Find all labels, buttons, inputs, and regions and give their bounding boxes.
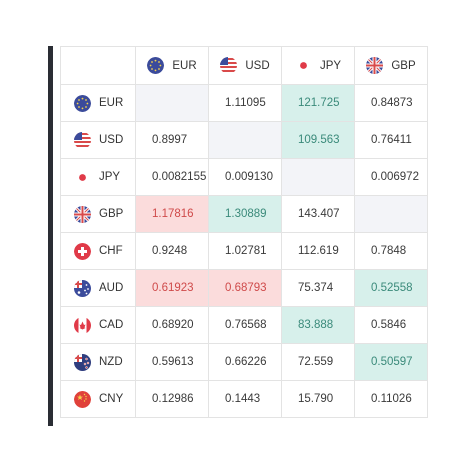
row-header-gbp[interactable]: GBP	[60, 195, 136, 233]
rate-cell-eur-eur[interactable]	[135, 84, 209, 122]
rate-cell-cny-usd[interactable]: 0.1443	[208, 380, 282, 418]
rate-cell-cad-gbp[interactable]: 0.5846	[354, 306, 428, 344]
rate-cell-cny-gbp[interactable]: 0.11026	[354, 380, 428, 418]
row-header-cny[interactable]: CNY	[60, 380, 136, 418]
col-header-jpy[interactable]: JPY	[281, 46, 355, 85]
col-header-label: USD	[245, 59, 270, 72]
rate-cell-jpy-gbp[interactable]: 0.006972	[354, 158, 428, 196]
col-header-label: EUR	[172, 59, 197, 72]
rate-cell-gbp-usd[interactable]: 1.30889	[208, 195, 282, 233]
row-header-label: NZD	[99, 356, 123, 368]
row-header-label: CAD	[99, 319, 124, 331]
rate-cell-chf-usd[interactable]: 1.02781	[208, 232, 282, 270]
jp-flag-icon	[294, 57, 312, 74]
col-header-label: GBP	[391, 59, 416, 72]
row-header-aud[interactable]: AUD	[60, 269, 136, 307]
rate-cell-jpy-jpy[interactable]	[281, 158, 355, 196]
row-header-label: EUR	[99, 97, 124, 109]
rate-cell-cny-eur[interactable]: 0.12986	[135, 380, 209, 418]
left-accent-bar	[48, 46, 53, 426]
row-header-label: CHF	[99, 245, 123, 257]
row-header-eur[interactable]: EUR	[60, 84, 136, 122]
rate-cell-chf-gbp[interactable]: 0.7848	[354, 232, 428, 270]
cn-flag-icon	[74, 390, 91, 408]
ca-flag-icon	[74, 316, 91, 334]
table-header-row: EUR USD JPY GBP	[60, 46, 428, 85]
rate-cell-eur-gbp[interactable]: 0.84873	[354, 84, 428, 122]
rate-cell-usd-jpy[interactable]: 109.563	[281, 121, 355, 159]
rate-cell-aud-usd[interactable]: 0.68793	[208, 269, 282, 307]
eu-flag-icon	[74, 94, 91, 112]
jp-flag-icon	[74, 168, 91, 186]
rate-cell-cad-eur[interactable]: 0.68920	[135, 306, 209, 344]
nz-flag-icon	[74, 353, 91, 371]
table-row-nzd: NZD 0.59613 0.66226 72.559 0.50597	[60, 343, 428, 381]
au-flag-icon	[74, 279, 91, 297]
rate-cell-aud-gbp[interactable]: 0.52558	[354, 269, 428, 307]
row-header-usd[interactable]: USD	[60, 121, 136, 159]
row-header-cad[interactable]: CAD	[60, 306, 136, 344]
col-header-eur[interactable]: EUR	[135, 46, 209, 85]
corner-cell	[60, 46, 136, 85]
table-row-usd: USD 0.8997 109.563 0.76411	[60, 121, 428, 159]
row-header-label: GBP	[99, 208, 124, 220]
rate-cell-cad-usd[interactable]: 0.76568	[208, 306, 282, 344]
rate-cell-cad-jpy[interactable]: 83.888	[281, 306, 355, 344]
rate-cell-gbp-gbp[interactable]	[354, 195, 428, 233]
ch-flag-icon	[74, 242, 91, 260]
row-header-label: JPY	[99, 171, 121, 183]
rate-cell-usd-gbp[interactable]: 0.76411	[354, 121, 428, 159]
rate-cell-gbp-eur[interactable]: 1.17816	[135, 195, 209, 233]
row-header-label: CNY	[99, 393, 124, 405]
row-header-chf[interactable]: CHF	[60, 232, 136, 270]
row-header-label: USD	[99, 134, 124, 146]
col-header-usd[interactable]: USD	[208, 46, 282, 85]
eu-flag-icon	[147, 57, 165, 74]
rate-cell-nzd-eur[interactable]: 0.59613	[135, 343, 209, 381]
table-row-cny: CNY 0.12986 0.1443 15.790 0.11026	[60, 380, 428, 418]
table-row-chf: CHF 0.9248 1.02781 112.619 0.7848	[60, 232, 428, 270]
rate-cell-jpy-usd[interactable]: 0.009130	[208, 158, 282, 196]
us-flag-icon	[220, 57, 238, 74]
row-header-label: AUD	[99, 282, 124, 294]
currency-cross-rates-table: EUR USD JPY GBP EUR 1.11095 121.725 0.84873…	[60, 46, 428, 418]
table-row-aud: AUD 0.61923 0.68793 75.374 0.52558	[60, 269, 428, 307]
rate-cell-jpy-eur[interactable]: 0.0082155	[135, 158, 209, 196]
rate-cell-eur-usd[interactable]: 1.11095	[208, 84, 282, 122]
rate-cell-nzd-usd[interactable]: 0.66226	[208, 343, 282, 381]
rate-cell-nzd-jpy[interactable]: 72.559	[281, 343, 355, 381]
table-row-cad: CAD 0.68920 0.76568 83.888 0.5846	[60, 306, 428, 344]
rate-cell-eur-jpy[interactable]: 121.725	[281, 84, 355, 122]
row-header-jpy[interactable]: JPY	[60, 158, 136, 196]
rate-cell-aud-jpy[interactable]: 75.374	[281, 269, 355, 307]
gb-flag-icon	[74, 205, 91, 223]
rate-cell-chf-jpy[interactable]: 112.619	[281, 232, 355, 270]
rate-cell-usd-usd[interactable]	[208, 121, 282, 159]
rate-cell-cny-jpy[interactable]: 15.790	[281, 380, 355, 418]
col-header-label: JPY	[319, 59, 342, 72]
table-row-jpy: JPY 0.0082155 0.009130 0.006972	[60, 158, 428, 196]
table-row-eur: EUR 1.11095 121.725 0.84873	[60, 84, 428, 122]
rate-cell-aud-eur[interactable]: 0.61923	[135, 269, 209, 307]
rate-cell-chf-eur[interactable]: 0.9248	[135, 232, 209, 270]
rate-cell-gbp-jpy[interactable]: 143.407	[281, 195, 355, 233]
us-flag-icon	[74, 131, 91, 149]
row-header-nzd[interactable]: NZD	[60, 343, 136, 381]
gb-flag-icon	[366, 57, 384, 74]
table-row-gbp: GBP 1.17816 1.30889 143.407	[60, 195, 428, 233]
rate-cell-usd-eur[interactable]: 0.8997	[135, 121, 209, 159]
rate-cell-nzd-gbp[interactable]: 0.50597	[354, 343, 428, 381]
col-header-gbp[interactable]: GBP	[354, 46, 428, 85]
